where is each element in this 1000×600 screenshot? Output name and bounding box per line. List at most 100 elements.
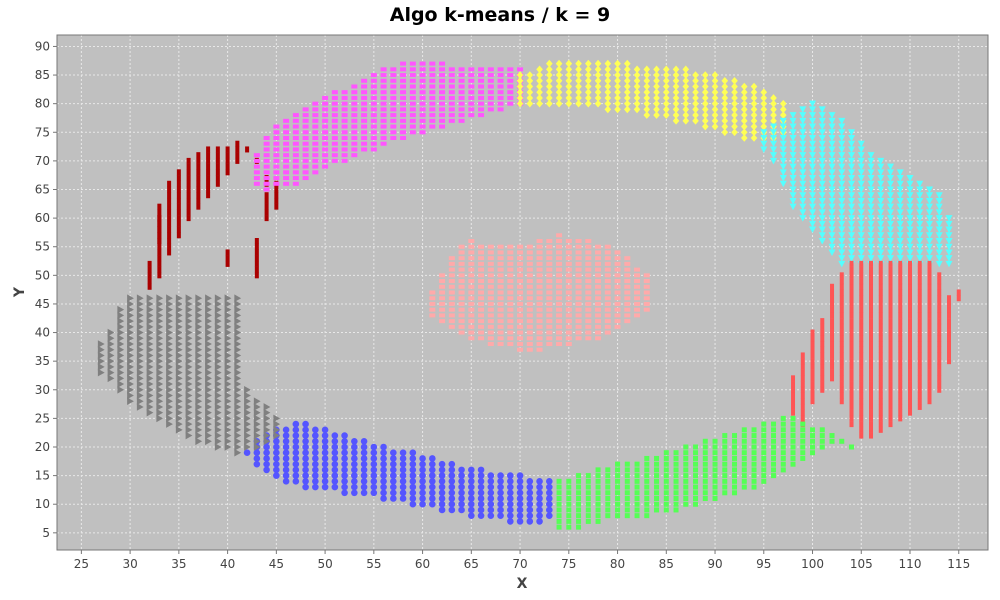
scatter-point-cluster-8 (205, 294, 212, 303)
scatter-point-cluster-7 (507, 518, 514, 525)
scatter-point-cluster-9 (546, 261, 553, 266)
scatter-point-cluster-3 (614, 65, 621, 74)
scatter-point-cluster-7 (341, 489, 348, 497)
scatter-point-cluster-7 (331, 478, 339, 485)
scatter-point-cluster-5 (937, 369, 942, 376)
scatter-point-cluster-3 (653, 71, 660, 79)
scatter-point-cluster-5 (888, 260, 893, 267)
scatter-point-cluster-9 (565, 296, 572, 301)
scatter-point-cluster-7 (526, 483, 534, 491)
scatter-point-cluster-2 (370, 141, 377, 146)
scatter-point-cluster-1 (186, 209, 191, 216)
scatter-point-cluster-2 (283, 181, 290, 186)
scatter-point-cluster-8 (195, 334, 203, 343)
scatter-point-cluster-8 (195, 426, 203, 434)
scatter-point-cluster-4 (867, 243, 875, 251)
scatter-point-cluster-8 (234, 414, 242, 423)
scatter-point-cluster-8 (234, 311, 242, 320)
scatter-point-cluster-5 (878, 392, 883, 399)
scatter-point-cluster-5 (927, 346, 932, 353)
scatter-point-cluster-1 (167, 249, 172, 256)
scatter-point-cluster-9 (468, 330, 475, 335)
scatter-point-cluster-3 (565, 88, 573, 97)
scatter-point-cluster-7 (399, 466, 407, 474)
scatter-point-cluster-5 (888, 403, 893, 410)
x-tick-label: 90 (707, 557, 722, 571)
scatter-point-cluster-8 (166, 345, 173, 354)
scatter-point-cluster-8 (205, 368, 212, 377)
scatter-point-cluster-5 (898, 363, 903, 370)
scatter-point-cluster-3 (731, 105, 738, 114)
scatter-point-cluster-5 (869, 283, 874, 290)
scatter-point-cluster-9 (604, 313, 611, 318)
scatter-point-cluster-2 (322, 153, 329, 158)
scatter-point-cluster-4 (906, 232, 914, 239)
scatter-point-cluster-9 (575, 307, 582, 312)
scatter-point-cluster-3 (536, 82, 543, 91)
scatter-point-cluster-8 (175, 351, 183, 360)
scatter-point-cluster-1 (167, 215, 172, 222)
scatter-point-cluster-6 (566, 478, 572, 484)
scatter-point-cluster-9 (585, 307, 592, 312)
scatter-point-cluster-6 (780, 421, 786, 427)
scatter-point-cluster-9 (595, 261, 602, 266)
scatter-point-cluster-9 (439, 273, 446, 278)
scatter-point-cluster-2 (351, 153, 358, 158)
scatter-point-cluster-8 (166, 357, 173, 365)
scatter-point-cluster-5 (888, 392, 893, 399)
scatter-point-cluster-3 (672, 65, 680, 74)
scatter-point-cluster-2 (351, 113, 358, 118)
scatter-point-cluster-3 (731, 88, 738, 97)
scatter-point-cluster-2 (400, 124, 407, 129)
scatter-point-cluster-1 (215, 175, 220, 182)
scatter-point-cluster-7 (321, 426, 329, 434)
scatter-point-cluster-6 (732, 478, 738, 484)
scatter-point-cluster-4 (818, 152, 826, 159)
scatter-point-cluster-9 (604, 256, 611, 261)
scatter-point-cluster-9 (517, 256, 524, 261)
scatter-point-cluster-2 (448, 101, 455, 106)
scatter-point-cluster-9 (448, 290, 455, 295)
scatter-point-cluster-2 (302, 147, 309, 152)
scatter-point-cluster-9 (468, 239, 475, 243)
scatter-point-cluster-8 (136, 294, 144, 303)
scatter-point-cluster-7 (487, 506, 495, 514)
scatter-point-cluster-6 (722, 484, 728, 490)
scatter-point-cluster-9 (507, 301, 514, 306)
y-tick-label: 85 (35, 68, 50, 82)
scatter-point-cluster-7 (409, 455, 417, 462)
scatter-point-cluster-5 (830, 335, 835, 342)
scatter-point-cluster-9 (614, 290, 621, 295)
scatter-point-cluster-7 (507, 500, 514, 508)
scatter-point-cluster-8 (166, 403, 173, 411)
scatter-point-cluster-6 (702, 455, 708, 461)
scatter-point-cluster-4 (799, 192, 807, 199)
scatter-point-cluster-5 (849, 381, 854, 388)
scatter-point-cluster-3 (672, 71, 680, 79)
scatter-point-cluster-6 (654, 490, 660, 496)
scatter-point-cluster-8 (136, 397, 144, 406)
y-tick-label: 5 (42, 526, 50, 540)
scatter-point-cluster-8 (136, 323, 144, 331)
scatter-point-cluster-4 (838, 209, 846, 216)
scatter-point-cluster-8 (234, 328, 242, 337)
scatter-point-cluster-9 (565, 273, 572, 278)
scatter-point-cluster-4 (945, 249, 953, 256)
scatter-point-cluster-5 (898, 312, 903, 319)
scatter-point-cluster-6 (566, 490, 572, 496)
scatter-point-cluster-9 (458, 284, 465, 289)
scatter-point-cluster-5 (859, 369, 864, 376)
scatter-point-cluster-6 (644, 473, 650, 479)
scatter-point-cluster-2 (497, 101, 504, 106)
scatter-point-cluster-9 (595, 324, 602, 329)
scatter-point-cluster-7 (507, 506, 514, 514)
scatter-point-cluster-3 (672, 99, 680, 108)
scatter-point-cluster-2 (263, 158, 270, 163)
scatter-point-cluster-5 (810, 341, 815, 347)
scatter-point-cluster-9 (536, 313, 543, 318)
scatter-point-cluster-5 (839, 358, 844, 365)
scatter-point-cluster-9 (468, 256, 475, 261)
scatter-point-cluster-6 (790, 455, 796, 461)
scatter-point-cluster-2 (380, 118, 387, 123)
scatter-point-cluster-1 (176, 186, 181, 193)
